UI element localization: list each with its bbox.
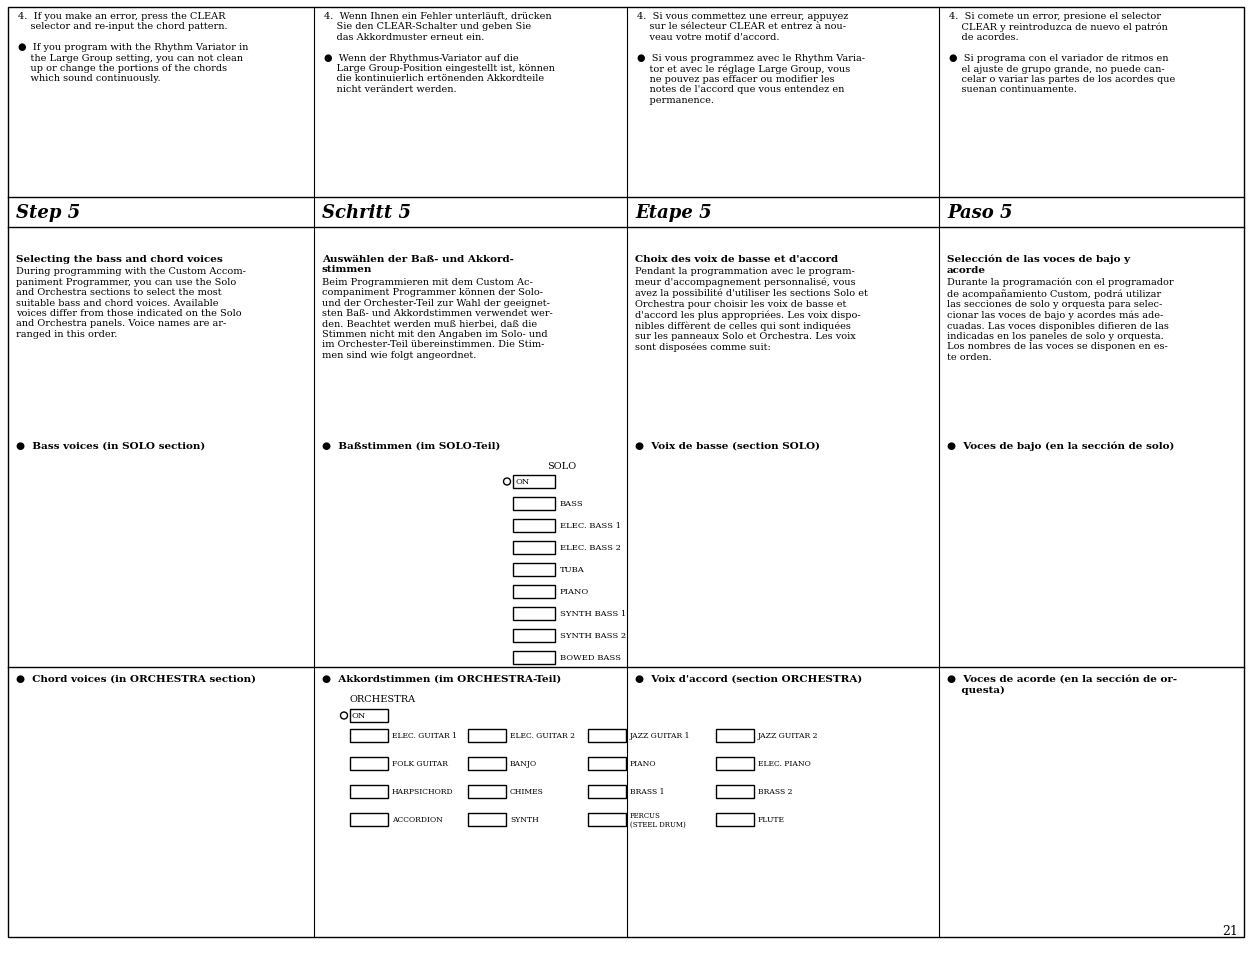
Bar <box>716 813 754 826</box>
Text: FOLK GUITAR: FOLK GUITAR <box>392 760 448 768</box>
Bar <box>513 585 555 598</box>
Text: HARPSICHORD: HARPSICHORD <box>392 788 453 796</box>
Text: ●  Voces de bajo (en la sección de solo): ● Voces de bajo (en la sección de solo) <box>947 441 1174 451</box>
Bar <box>513 519 555 533</box>
Text: Selecting the bass and chord voices: Selecting the bass and chord voices <box>16 254 223 264</box>
Text: ORCHESTRA: ORCHESTRA <box>351 695 416 703</box>
Text: JAZZ GUITAR 1: JAZZ GUITAR 1 <box>630 732 691 740</box>
Bar <box>588 785 626 799</box>
Text: ●  Bass voices (in SOLO section): ● Bass voices (in SOLO section) <box>16 441 205 451</box>
Text: BOWED BASS: BOWED BASS <box>560 654 621 661</box>
Text: 4.  Wenn Ihnen ein Fehler unterläuft, drücken
    Sie den CLEAR-Schalter und geb: 4. Wenn Ihnen ein Fehler unterläuft, drü… <box>324 12 555 93</box>
Bar <box>513 629 555 642</box>
Text: BASS: BASS <box>560 500 583 508</box>
Text: PERCUS
(STEEL DRUM): PERCUS (STEEL DRUM) <box>630 811 686 828</box>
Text: ELEC. GUITAR 1: ELEC. GUITAR 1 <box>392 732 457 740</box>
Bar <box>588 729 626 742</box>
Text: SYNTH BASS 1: SYNTH BASS 1 <box>560 610 626 618</box>
Text: Choix des voix de basse et d'accord: Choix des voix de basse et d'accord <box>635 254 838 264</box>
Bar <box>351 709 388 722</box>
Text: ON: ON <box>352 712 367 720</box>
Bar <box>716 785 754 799</box>
Bar <box>513 541 555 555</box>
Bar <box>468 813 506 826</box>
Bar <box>513 476 555 489</box>
Text: PIANO: PIANO <box>630 760 656 768</box>
Bar <box>588 758 626 770</box>
Text: ●  Voix d'accord (section ORCHESTRA): ● Voix d'accord (section ORCHESTRA) <box>635 675 863 683</box>
Text: Paso 5: Paso 5 <box>947 204 1013 222</box>
Text: 4.  If you make an error, press the CLEAR
    selector and re-input the chord pa: 4. If you make an error, press the CLEAR… <box>18 12 248 83</box>
Text: ELEC. GUITAR 2: ELEC. GUITAR 2 <box>510 732 575 740</box>
Bar <box>468 758 506 770</box>
Text: BRASS 1: BRASS 1 <box>630 788 665 796</box>
Text: SYNTH: SYNTH <box>510 816 538 823</box>
Text: Pendant la programmation avec le program-
meur d'accompagnement personnalisé, vo: Pendant la programmation avec le program… <box>635 267 868 352</box>
Text: ACCORDION: ACCORDION <box>392 816 443 823</box>
Text: ON: ON <box>515 478 530 486</box>
Text: Durante la programación con el programador
de acompañamiento Custom, podrá utili: Durante la programación con el programad… <box>947 277 1173 361</box>
Bar <box>468 729 506 742</box>
Bar <box>513 607 555 620</box>
Text: ●  Voces de acorde (en la sección de or-
    questa): ● Voces de acorde (en la sección de or- … <box>947 675 1177 694</box>
Text: TUBA: TUBA <box>560 566 585 574</box>
Text: CHIMES: CHIMES <box>510 788 543 796</box>
Text: Beim Programmieren mit dem Custom Ac-
companiment Programmer können der Solo-
un: Beim Programmieren mit dem Custom Ac- co… <box>322 277 552 359</box>
Text: Selección de las voces de bajo y
acorde: Selección de las voces de bajo y acorde <box>947 254 1131 274</box>
Text: BANJO: BANJO <box>510 760 537 768</box>
Text: Schritt 5: Schritt 5 <box>322 204 411 222</box>
Text: 4.  Si vous commettez une erreur, appuyez
    sur le sélecteur CLEAR et entrez à: 4. Si vous commettez une erreur, appuyez… <box>637 12 865 105</box>
Bar <box>351 758 388 770</box>
Circle shape <box>503 478 511 485</box>
Text: PIANO: PIANO <box>560 588 590 596</box>
Bar <box>351 785 388 799</box>
Text: FLUTE: FLUTE <box>757 816 785 823</box>
Text: ●  Voix de basse (section SOLO): ● Voix de basse (section SOLO) <box>635 441 820 451</box>
Text: ●  Akkordstimmen (im ORCHESTRA-Teil): ● Akkordstimmen (im ORCHESTRA-Teil) <box>322 675 561 683</box>
Bar <box>513 497 555 511</box>
Text: JAZZ GUITAR 2: JAZZ GUITAR 2 <box>757 732 819 740</box>
Text: ●  Chord voices (in ORCHESTRA section): ● Chord voices (in ORCHESTRA section) <box>16 675 255 683</box>
Text: During programming with the Custom Accom-
paniment Programmer, you can use the S: During programming with the Custom Accom… <box>16 267 245 338</box>
Text: ELEC. PIANO: ELEC. PIANO <box>757 760 811 768</box>
Bar <box>716 758 754 770</box>
Text: 21: 21 <box>1222 924 1238 937</box>
Text: 4.  Si comete un error, presione el selector
    CLEAR y reintroduzca de nuevo e: 4. Si comete un error, presione el selec… <box>949 12 1176 94</box>
Text: ELEC. BASS 2: ELEC. BASS 2 <box>560 544 621 552</box>
Bar <box>468 785 506 799</box>
Text: Auswählen der Baß- und Akkord-
stimmen: Auswählen der Baß- und Akkord- stimmen <box>322 254 513 274</box>
Bar <box>351 813 388 826</box>
Bar <box>588 813 626 826</box>
Text: SOLO: SOLO <box>547 461 577 471</box>
Bar <box>351 729 388 742</box>
Text: ●  Baßstimmen (im SOLO-Teil): ● Baßstimmen (im SOLO-Teil) <box>322 441 501 451</box>
Text: Step 5: Step 5 <box>16 204 80 222</box>
Text: BRASS 2: BRASS 2 <box>757 788 793 796</box>
Text: ELEC. BASS 1: ELEC. BASS 1 <box>560 522 621 530</box>
Text: SYNTH BASS 2: SYNTH BASS 2 <box>560 632 626 639</box>
Bar <box>513 651 555 664</box>
Circle shape <box>341 712 348 720</box>
Bar <box>716 729 754 742</box>
Text: Etape 5: Etape 5 <box>635 204 711 222</box>
Bar <box>513 563 555 577</box>
